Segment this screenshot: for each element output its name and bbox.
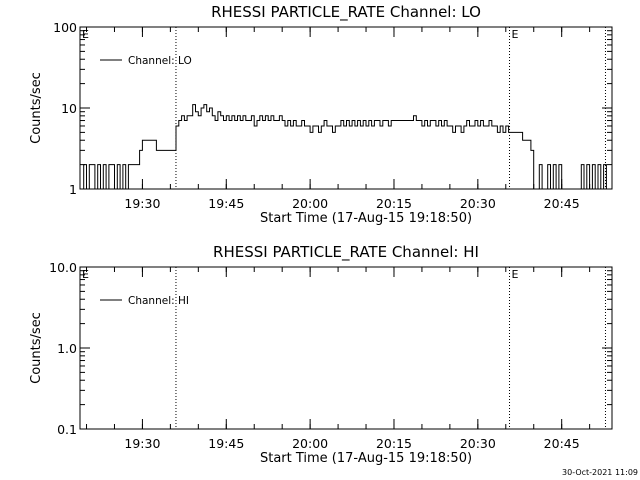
- x-tick-label: 19:30: [124, 196, 160, 211]
- x-axis-label: Start Time (17-Aug-15 19:18:50): [260, 451, 472, 466]
- x-tick-label: 20:45: [544, 196, 580, 211]
- x-tick-label: 20:45: [544, 436, 580, 451]
- legend-label: Channel: LO: [128, 55, 192, 67]
- y-tick-label: 0.1: [57, 422, 77, 437]
- x-tick-label: 20:15: [376, 436, 412, 451]
- start-e-marker: E: [82, 268, 89, 281]
- y-tick-label: 1.0: [57, 341, 77, 356]
- x-tick-label: 20:00: [292, 196, 328, 211]
- chart-title: RHESSI PARTICLE_RATE Channel: HI: [213, 243, 479, 262]
- series-line-1: [80, 104, 607, 189]
- vline-e-marker: E: [512, 28, 519, 41]
- x-tick-label: 19:45: [208, 196, 244, 211]
- start-e-marker: E: [82, 28, 89, 41]
- x-tick-label: 20:00: [292, 436, 328, 451]
- plot-timestamp: 30-Oct-2021 11:09: [562, 468, 638, 477]
- y-tick-label: 1: [69, 182, 77, 197]
- vline-e-marker: E: [512, 268, 519, 281]
- x-tick-label: 19:45: [208, 436, 244, 451]
- legend-label: Channel: HI: [128, 295, 189, 307]
- chart-title: RHESSI PARTICLE_RATE Channel: LO: [211, 3, 481, 22]
- x-tick-label: 20:30: [460, 436, 496, 451]
- x-tick-label: 19:30: [124, 436, 160, 451]
- y-axis-label: Counts/sec: [29, 72, 44, 144]
- x-tick-label: 20:30: [460, 196, 496, 211]
- y-tick-label: 10.0: [49, 260, 77, 275]
- x-tick-label: 20:15: [376, 196, 412, 211]
- chart-panel-2: RHESSI PARTICLE_RATE Channel: HI 0.1 1.0 10…: [29, 243, 613, 466]
- chart-panel-1: RHESSI PARTICLE_RATE Channel: LO 1 10 100 19…: [29, 3, 613, 226]
- y-axis-label: Counts/sec: [29, 312, 44, 384]
- x-axis-label: Start Time (17-Aug-15 19:18:50): [260, 211, 472, 226]
- y-tick-label: 10: [61, 101, 77, 116]
- y-tick-label: 100: [53, 20, 77, 35]
